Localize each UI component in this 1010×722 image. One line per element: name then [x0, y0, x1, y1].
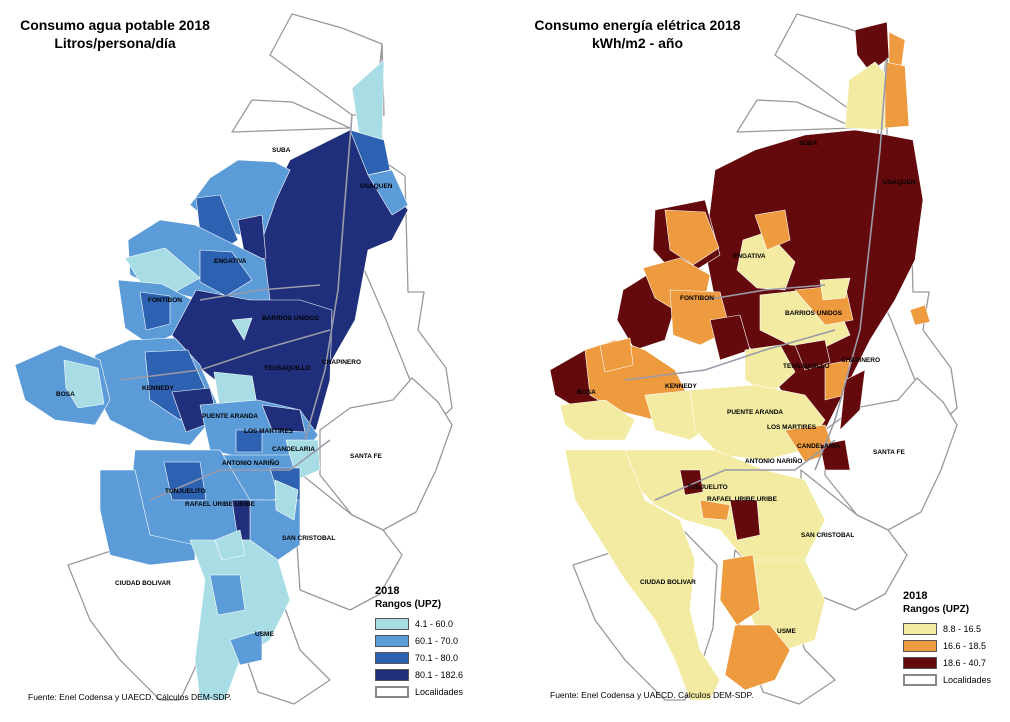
- water-title-line2: Litros/persona/día: [54, 35, 176, 51]
- label-kennedy: KENNEDY: [142, 385, 174, 392]
- water-legend-subtitle: Rangos (UPZ): [375, 599, 442, 610]
- legend-label: 60.1 - 70.0: [415, 635, 459, 646]
- legend-label: 16.6 - 18.5: [943, 640, 987, 651]
- label-san-cristobal: SAN CRISTOBAL: [282, 535, 335, 542]
- energy-consumption-map: SUBA USAQUEN ENGATIVA FONTIBON BARRIOS U…: [549, 13, 958, 705]
- label-candelaria: CANDELARIA: [272, 446, 315, 453]
- label-usme: USME: [255, 631, 274, 638]
- legend-swatch: [375, 617, 409, 630]
- water-consumption-map: SUBA USAQUEN ENGATIVA FONTIBON BARRIOS U…: [14, 13, 453, 705]
- label-puente-aranda: PUENTE ARANDA: [727, 409, 783, 416]
- label-ciudad-bolivar: CIUDAD BOLIVAR: [640, 579, 696, 586]
- energy-legend: 2018 Rangos (UPZ) 8.8 - 16.5 16.6 - 18.5…: [903, 590, 991, 688]
- label-usaquen: USAQUEN: [883, 179, 916, 186]
- energy-title-line1: Consumo energía elétrica 2018: [534, 17, 741, 33]
- water-legend-year: 2018: [375, 585, 400, 597]
- label-suba: SUBA: [799, 140, 818, 147]
- label-los-martires: LOS MARTIRES: [244, 428, 294, 435]
- energy-legend-item: 8.8 - 16.5: [903, 620, 991, 637]
- water-legend-item: 70.1 - 80.0: [375, 649, 463, 666]
- label-tunjuelito: TUNJUELITO: [687, 484, 728, 491]
- water-map-title: Consumo agua potable 2018 Litros/persona…: [20, 16, 210, 52]
- upz-polygons: [14, 59, 409, 701]
- water-legend: 2018 Rangos (UPZ) 4.1 - 60.0 60.1 - 70.0…: [375, 585, 463, 700]
- water-legend-item: 4.1 - 60.0: [375, 615, 463, 632]
- legend-swatch: [903, 622, 937, 635]
- legend-swatch: [375, 668, 409, 681]
- water-source-note: Fuente: Enel Codensa y UAECD. Cálculos D…: [28, 692, 232, 702]
- legend-label: 4.1 - 60.0: [415, 618, 454, 629]
- energy-legend-item: 18.6 - 40.7: [903, 654, 991, 671]
- legend-swatch: [375, 651, 409, 664]
- label-kennedy: KENNEDY: [665, 383, 697, 390]
- label-puente-aranda: PUENTE ARANDA: [202, 413, 258, 420]
- energy-source-note: Fuente: Enel Codensa y UAECD. Cálculos D…: [550, 690, 754, 700]
- road-lines: [119, 114, 353, 501]
- legend-swatch-outline: [375, 685, 409, 698]
- energy-map-title: Consumo energía elétrica 2018 kWh/m2 - a…: [530, 16, 745, 52]
- energy-legend-subtitle: Rangos (UPZ): [903, 604, 970, 615]
- label-antonio-narino: ANTONIO NARIÑO: [222, 458, 279, 467]
- legend-label: 18.6 - 40.7: [943, 657, 987, 668]
- label-barrios-unidos: BARRIOS UNIDOS: [262, 315, 320, 322]
- water-map-panel: SUBA USAQUEN ENGATIVA FONTIBON BARRIOS U…: [14, 13, 463, 705]
- label-bosa: BOSA: [577, 389, 596, 396]
- label-antonio-narino: ANTONIO NARIÑO: [745, 456, 802, 465]
- legend-swatch: [375, 634, 409, 647]
- energy-map-panel: SUBA USAQUEN ENGATIVA FONTIBON BARRIOS U…: [505, 0, 1010, 722]
- water-legend-item: 60.1 - 70.0: [375, 632, 463, 649]
- label-teusaquillo: TEUSAQUILLO: [264, 365, 311, 372]
- label-rafael-uribe: RAFAEL URIBE URIBE: [707, 496, 778, 503]
- legend-label: Localidades: [415, 686, 464, 697]
- energy-legend-year: 2018: [903, 590, 928, 602]
- energy-legend-item: Localidades: [903, 671, 991, 688]
- road-lines: [624, 57, 888, 501]
- label-rafael-uribe: RAFAEL URIBE URIBE: [185, 501, 256, 508]
- label-engativa: ENGATIVA: [214, 258, 247, 265]
- label-chapinero: CHAPINERO: [322, 359, 361, 366]
- label-bosa: BOSA: [56, 391, 75, 398]
- label-usaquen: USAQUEN: [360, 183, 393, 190]
- water-title-line1: Consumo agua potable 2018: [20, 17, 210, 33]
- legend-label: 70.1 - 80.0: [415, 652, 459, 663]
- label-barrios-unidos: BARRIOS UNIDOS: [785, 310, 843, 317]
- water-legend-item: Localidades: [375, 683, 463, 700]
- label-usme: USME: [777, 628, 796, 635]
- legend-label: 80.1 - 182.6: [415, 669, 464, 680]
- label-fontibon: FONTIBON: [680, 295, 714, 302]
- label-engativa: ENGATIVA: [733, 253, 766, 260]
- label-fontibon: FONTIBON: [148, 297, 182, 304]
- legend-label: 8.8 - 16.5: [943, 623, 982, 634]
- energy-legend-item: 16.6 - 18.5: [903, 637, 991, 654]
- label-ciudad-bolivar: CIUDAD BOLIVAR: [115, 580, 171, 587]
- label-santa-fe: SANTA FE: [350, 453, 382, 460]
- legend-swatch: [903, 639, 937, 652]
- label-tunjuelito: TUNJUELITO: [165, 488, 206, 495]
- label-teusaquillo: TEUSAQUILLO: [783, 363, 830, 370]
- label-chapinero: CHAPINERO: [841, 357, 880, 364]
- legend-swatch: [903, 656, 937, 669]
- label-candelaria: CANDELARIA: [797, 443, 840, 450]
- energy-title-line2: kWh/m2 - año: [591, 35, 683, 51]
- label-suba: SUBA: [272, 147, 291, 154]
- localidad-labels: SUBA USAQUEN ENGATIVA FONTIBON BARRIOS U…: [56, 147, 393, 638]
- upz-polygons: [549, 21, 931, 701]
- legend-swatch-outline: [903, 673, 937, 686]
- label-los-martires: LOS MARTIRES: [767, 424, 817, 431]
- label-san-cristobal: SAN CRISTOBAL: [801, 532, 854, 539]
- water-legend-item: 80.1 - 182.6: [375, 666, 463, 683]
- localidad-labels: SUBA USAQUEN ENGATIVA FONTIBON BARRIOS U…: [577, 140, 916, 635]
- legend-label: Localidades: [943, 674, 992, 685]
- label-santa-fe: SANTA FE: [873, 449, 905, 456]
